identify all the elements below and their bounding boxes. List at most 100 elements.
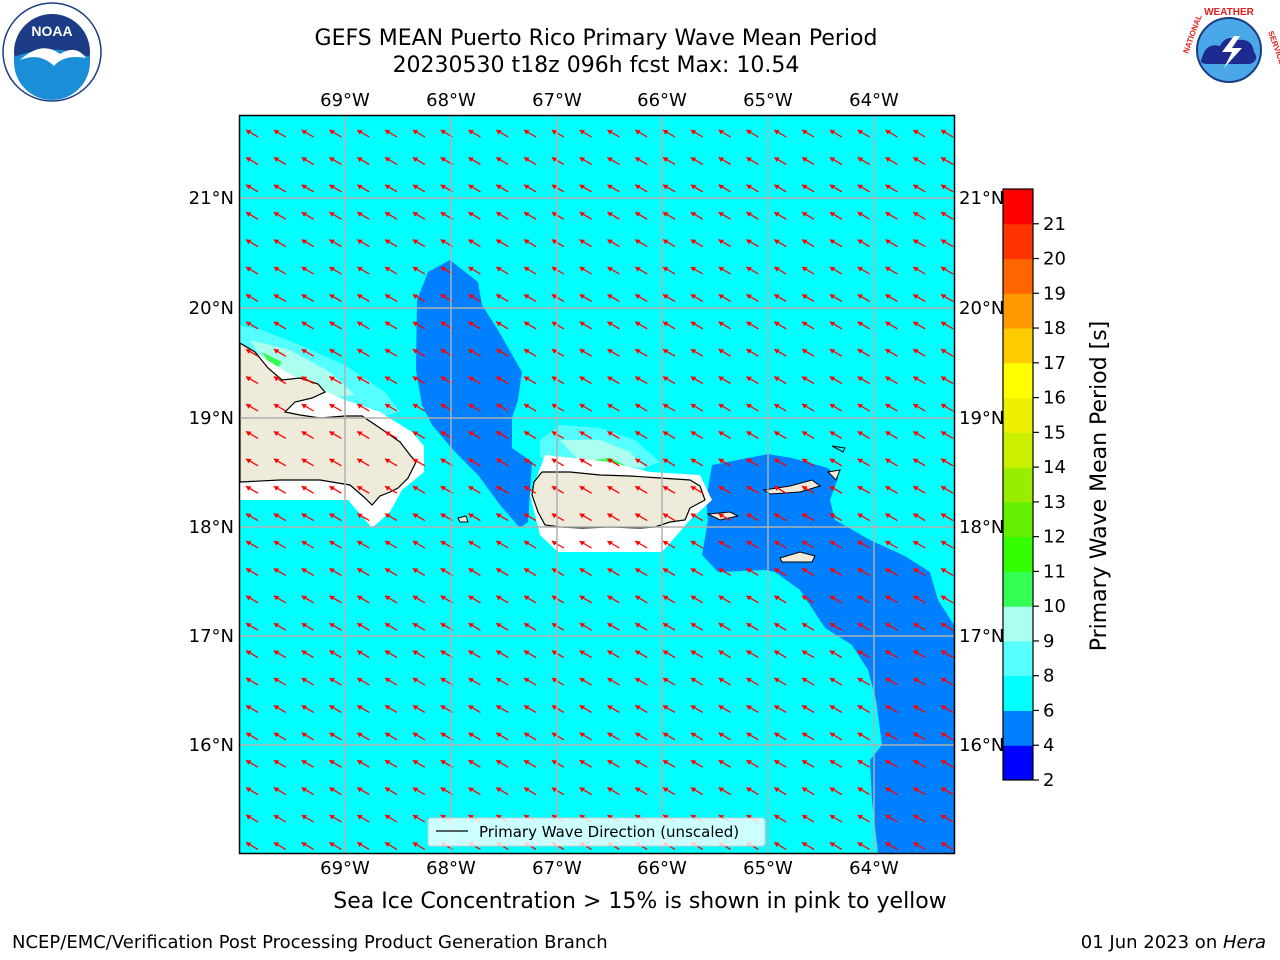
wave-arrow — [579, 759, 592, 768]
wave-arrow — [773, 513, 787, 522]
wave-arrow — [912, 732, 926, 741]
wave-arrow — [273, 595, 287, 604]
wave-arrow — [773, 184, 787, 193]
wave-arrow — [662, 458, 676, 467]
wave-arrow — [356, 403, 370, 412]
wave-arrow — [245, 321, 259, 330]
wave-arrow — [718, 732, 731, 741]
wave-arrow — [773, 704, 787, 713]
wave-arrow — [634, 184, 648, 193]
wave-arrow — [384, 814, 398, 823]
wave-arrow — [356, 704, 370, 713]
map-field — [240, 116, 954, 853]
longitude-label: 69°W — [320, 90, 370, 111]
wave-arrow — [468, 485, 481, 494]
wave-arrow — [662, 540, 676, 549]
wave-arrow — [718, 376, 731, 385]
wave-arrow — [551, 704, 565, 713]
wave-arrow — [773, 841, 787, 850]
wave-arrow — [329, 321, 342, 330]
wave-arrow — [634, 348, 648, 357]
wave-arrow — [662, 266, 676, 275]
wave-arrow — [495, 321, 509, 330]
wave-arrow — [329, 513, 342, 522]
wave-arrow — [690, 513, 704, 522]
wave-arrow — [634, 376, 648, 385]
wave-arrow — [634, 567, 648, 576]
wave-arrow — [301, 704, 314, 713]
wave-arrow — [690, 156, 704, 165]
footer-date: 01 Jun 2023 on Hera — [1081, 932, 1266, 953]
wave-arrow — [384, 595, 398, 604]
wave-arrow — [495, 759, 509, 768]
wave-arrow — [857, 239, 870, 248]
wave-arrow — [551, 376, 565, 385]
latitude-label: 21°N — [189, 188, 234, 209]
wave-arrow — [523, 348, 537, 357]
wave-arrow — [301, 595, 314, 604]
colorbar-segment — [1003, 189, 1033, 225]
wave-arrow — [607, 321, 620, 330]
wave-arrow — [245, 211, 259, 220]
wave-arrow — [356, 787, 370, 796]
wave-arrow — [468, 239, 481, 248]
wave-arrow — [940, 485, 954, 494]
wave-arrow — [718, 622, 731, 631]
wave-arrow — [940, 458, 954, 467]
wave-arrow — [551, 732, 565, 741]
wave-arrow — [634, 595, 648, 604]
wave-arrow — [718, 430, 731, 439]
wave-arrow — [607, 595, 620, 604]
wave-arrow — [245, 540, 259, 549]
wave-arrow — [607, 704, 620, 713]
wave-arrow — [384, 732, 398, 741]
wave-arrow — [690, 211, 704, 220]
wave-arrow — [579, 403, 592, 412]
colorbar-tick-label: 8 — [1043, 666, 1054, 687]
longitude-label: 67°W — [532, 858, 582, 879]
longitude-label: 68°W — [426, 858, 476, 879]
wave-arrow — [634, 787, 648, 796]
wave-arrow — [412, 540, 426, 549]
wave-arrow — [495, 677, 509, 686]
wave-arrow — [634, 513, 648, 522]
wave-arrow — [245, 677, 259, 686]
wave-arrow — [718, 184, 731, 193]
wave-arrow — [829, 239, 843, 248]
wave-arrow — [829, 266, 843, 275]
wave-arrow — [301, 513, 314, 522]
wave-arrow — [356, 485, 370, 494]
wave-arrow — [912, 595, 926, 604]
wave-arrow — [746, 704, 759, 713]
wave-arrow — [523, 403, 537, 412]
wave-arrow — [940, 787, 954, 796]
wave-arrow — [857, 211, 870, 220]
wave-arrow — [912, 184, 926, 193]
wave-arrow — [912, 430, 926, 439]
wave-arrow — [912, 376, 926, 385]
wave-arrow — [468, 787, 481, 796]
wave-arrow — [607, 266, 620, 275]
wave-arrow — [634, 622, 648, 631]
wave-arrow — [356, 841, 370, 850]
wave-arrow — [523, 485, 537, 494]
wave-arrow — [551, 567, 565, 576]
wave-arrow — [857, 567, 870, 576]
wave-arrow — [801, 403, 815, 412]
wave-arrow — [607, 348, 620, 357]
wave-arrow — [579, 677, 592, 686]
wave-arrow — [634, 430, 648, 439]
wave-arrow — [829, 759, 843, 768]
wave-arrow — [412, 184, 426, 193]
latitude-label: 20°N — [959, 298, 1004, 319]
wave-arrow — [801, 376, 815, 385]
wave-arrow — [634, 677, 648, 686]
wave-arrow — [885, 540, 898, 549]
wave-arrow — [356, 622, 370, 631]
wave-arrow — [773, 759, 787, 768]
wave-arrow — [245, 266, 259, 275]
wave-arrow — [634, 129, 648, 138]
longitude-label: 66°W — [637, 858, 687, 879]
wave-arrow — [329, 184, 342, 193]
wave-arrow — [273, 239, 287, 248]
